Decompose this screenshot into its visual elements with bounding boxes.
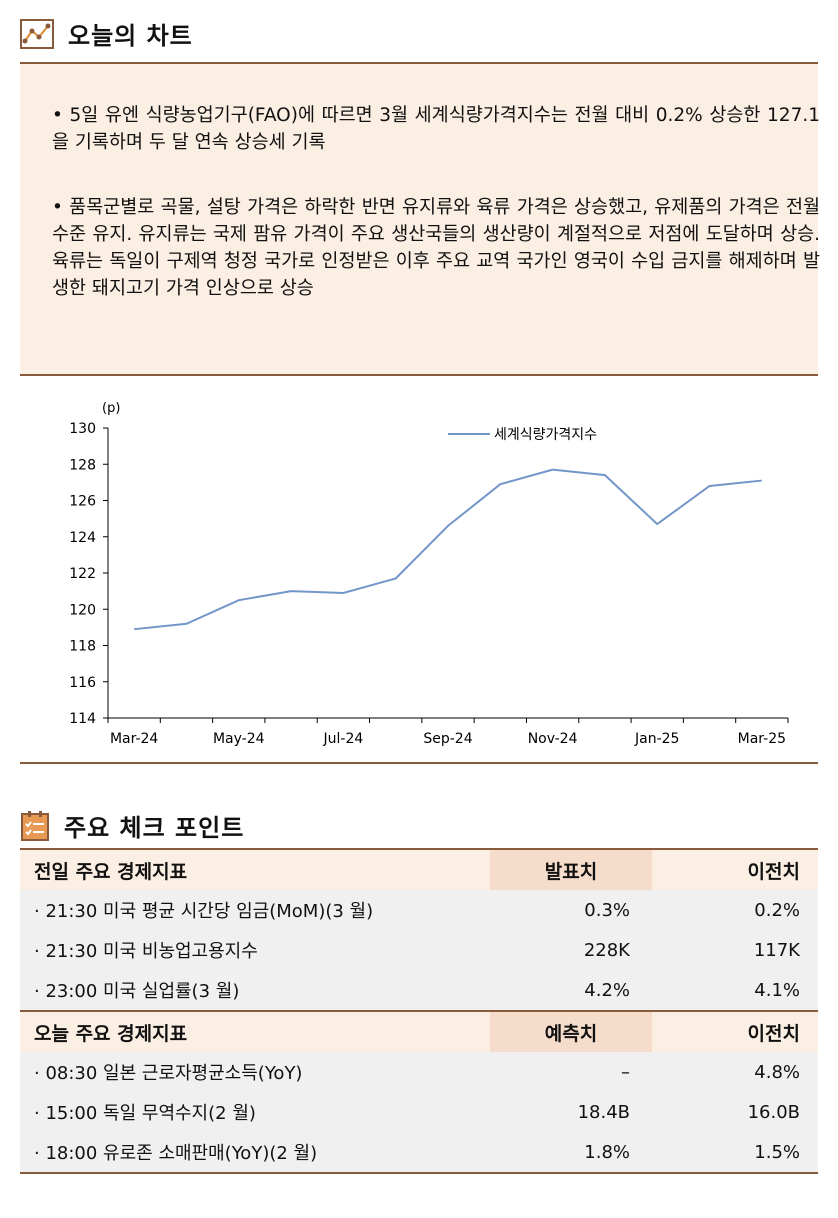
- x-tick-label: Sep-24: [423, 731, 472, 747]
- indicator-name: · 21:30 미국 평균 시간당 임금(MoM)(3 월): [34, 901, 374, 922]
- today-header-label: 오늘 주요 경제지표: [20, 1011, 490, 1052]
- indicator-name: · 08:30 일본 근로자평균소득(YoY): [34, 1063, 303, 1084]
- indicator-name: · 18:00 유로존 소매판매(YoY)(2 월): [34, 1143, 318, 1164]
- indicator-previous: 0.2%: [754, 899, 800, 921]
- y-unit-label: (p): [102, 401, 120, 416]
- series-line: [134, 468, 762, 631]
- summary-bullet-1: • 5일 유엔 식량농업기구(FAO)에 따르면 3월 세계식량가격지수는 전월…: [52, 105, 820, 153]
- indicator-value: 228K: [583, 939, 630, 961]
- indicator-value: 0.3%: [584, 899, 630, 921]
- y-tick-label: 118: [69, 639, 96, 655]
- prev-header-row: 전일 주요 경제지표 발표치 이전치: [20, 849, 818, 890]
- chart-svg: 114 116 118 120 122 124 126 128 130 (p) Mar-24 May-…: [69, 401, 789, 747]
- line-chart-icon: [20, 18, 54, 49]
- indicator-name: · 21:30 미국 비농업고용지수: [34, 941, 258, 962]
- x-tick-label: Mar-25: [738, 731, 786, 747]
- legend-label: 세계식량가격지수: [494, 427, 597, 443]
- y-tick-label: 128: [69, 457, 96, 473]
- table-row: · 18:00 유로존 소매판매(YoY)(2 월) 1.8% 1.5%: [20, 1132, 818, 1173]
- table-row: · 21:30 미국 비농업고용지수 228K 117K: [20, 930, 818, 970]
- prev-header-actual: 발표치: [490, 849, 652, 890]
- table-row: · 23:00 미국 실업률(3 월) 4.2% 4.1%: [20, 970, 818, 1011]
- indicator-previous: 1.5%: [754, 1141, 800, 1163]
- indicator-value: 4.2%: [584, 979, 630, 1001]
- y-tick-label: 130: [69, 421, 96, 437]
- y-tick-label: 126: [69, 494, 96, 510]
- x-tick-label: Jul-24: [323, 731, 364, 747]
- prev-header-previous: 이전치: [652, 849, 818, 890]
- table-row: · 21:30 미국 평균 시간당 임금(MoM)(3 월) 0.3% 0.2%: [20, 890, 818, 930]
- x-tick-label: May-24: [213, 731, 265, 747]
- indicator-name: · 15:00 독일 무역수지(2 월): [34, 1103, 256, 1124]
- x-tick-label: Nov-24: [528, 731, 578, 747]
- today-header-previous: 이전치: [652, 1011, 818, 1052]
- prev-header-label: 전일 주요 경제지표: [20, 849, 490, 890]
- indicator-previous: 16.0B: [747, 1101, 800, 1123]
- indicator-value: 18.4B: [577, 1101, 630, 1123]
- indicator-previous: 4.1%: [754, 979, 800, 1001]
- checkpoint-section-header: 주요 체크 포인트: [20, 808, 244, 843]
- chart-section-title: 오늘의 차트: [68, 22, 193, 50]
- food-price-chart: 114 116 118 120 122 124 126 128 130 (p) Mar-24 May-…: [20, 390, 818, 764]
- table-row: · 08:30 일본 근로자평균소득(YoY) – 4.8%: [20, 1052, 818, 1092]
- today-header-row: 오늘 주요 경제지표 예측치 이전치: [20, 1011, 818, 1052]
- today-header-forecast: 예측치: [490, 1011, 652, 1052]
- checkpoint-section-title: 주요 체크 포인트: [64, 814, 245, 842]
- summary-bullet-2: • 품목군별로 곡물, 설탕 가격은 하락한 반면 유지류와 육류 가격은 상승…: [52, 197, 820, 299]
- table-row: · 15:00 독일 무역수지(2 월) 18.4B 16.0B: [20, 1092, 818, 1132]
- summary-panel: • 5일 유엔 식량농업기구(FAO)에 따르면 3월 세계식량가격지수는 전월…: [20, 62, 820, 376]
- y-tick-label: 120: [69, 602, 96, 618]
- y-tick-label: 124: [69, 530, 96, 546]
- indicator-value: –: [621, 1061, 630, 1083]
- indicator-name: · 23:00 미국 실업률(3 월): [34, 981, 240, 1002]
- y-tick-label: 116: [69, 675, 96, 691]
- indicator-previous: 117K: [753, 939, 800, 961]
- y-tick-label: 114: [69, 711, 96, 727]
- indicator-table: 전일 주요 경제지표 발표치 이전치 · 21:30 미국 평균 시간당 임금(…: [20, 848, 818, 1174]
- indicator-previous: 4.8%: [754, 1061, 800, 1083]
- chart-section-header: 오늘의 차트: [20, 16, 193, 51]
- checklist-icon: [21, 810, 49, 841]
- y-tick-label: 122: [69, 566, 96, 582]
- x-tick-label: Mar-24: [110, 731, 158, 747]
- x-tick-label: Jan-25: [634, 731, 679, 747]
- indicator-value: 1.8%: [584, 1141, 630, 1163]
